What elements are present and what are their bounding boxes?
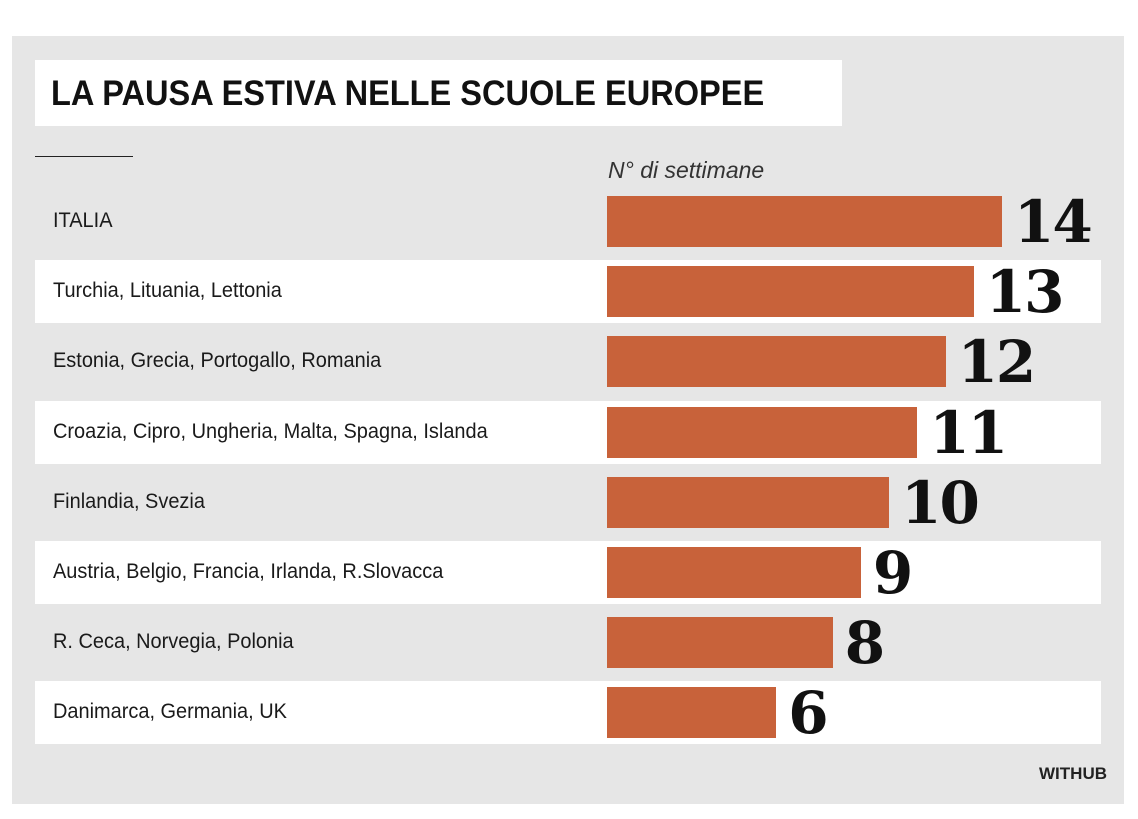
bar <box>607 266 974 318</box>
unit-label: N° di settimane <box>608 157 765 183</box>
bar <box>607 476 890 528</box>
value-label: 14 <box>1014 188 1093 256</box>
source-label: WITHUB <box>1039 764 1107 783</box>
value-label: 10 <box>901 468 980 537</box>
bar <box>607 336 946 388</box>
bar <box>607 547 861 598</box>
bar <box>607 617 833 669</box>
value-label: 8 <box>844 609 885 678</box>
category-label: Finlandia, Svezia <box>53 489 205 513</box>
bar <box>607 196 1002 247</box>
value-label: 13 <box>985 258 1065 327</box>
category-label: Croazia, Cipro, Ungheria, Malta, Spagna,… <box>53 419 488 443</box>
category-label: Turchia, Lituania, Lettonia <box>53 279 282 303</box>
bar <box>607 687 777 739</box>
category-label: Danimarca, Germania, UK <box>53 700 287 724</box>
value-label: 11 <box>929 398 1008 467</box>
title-rule <box>35 156 133 157</box>
category-label: Austria, Belgio, Francia, Irlanda, R.Slo… <box>53 560 444 583</box>
row-background <box>35 681 1101 745</box>
bar <box>607 406 918 458</box>
value-label: 12 <box>957 328 1037 397</box>
value-label: 6 <box>788 679 828 748</box>
row-background <box>35 400 1101 464</box>
row-background <box>35 541 1101 604</box>
category-label: R. Ceca, Norvegia, Polonia <box>53 630 294 654</box>
chart-title: LA PAUSA ESTIVA NELLE SCUOLE EUROPEE <box>51 74 765 113</box>
category-label: ITALIA <box>53 209 113 232</box>
category-label: Estonia, Grecia, Portogallo, Romania <box>53 349 382 373</box>
value-label: 9 <box>872 539 913 607</box>
title-box <box>35 60 842 126</box>
